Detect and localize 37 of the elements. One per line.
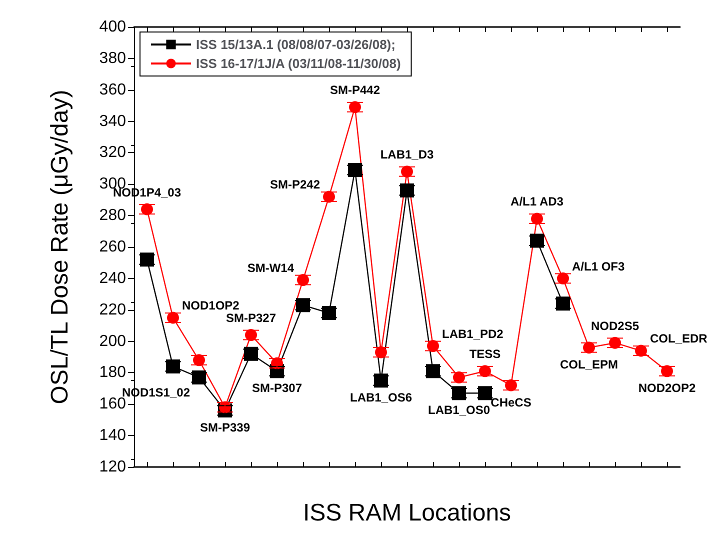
y-tick-label: 140: [99, 427, 126, 444]
annotation: SM-P327: [226, 311, 276, 325]
y-tick-label: 400: [99, 18, 126, 36]
annotation: LAB1_D3: [380, 148, 434, 162]
y-tick-label: 360: [99, 81, 126, 98]
legend-label: ISS 16-17/1J/A (03/11/08-11/30/08): [196, 56, 401, 71]
x-axis-title: ISS RAM Locations: [302, 500, 512, 526]
y-tick-label: 240: [99, 270, 126, 287]
annotation: A/L1 OF3: [572, 259, 625, 274]
annotation: SM-P242: [270, 178, 320, 192]
y-tick-label: 380: [99, 50, 126, 67]
y-tick-label: 200: [99, 332, 126, 350]
annotation: NOD2S5: [590, 318, 640, 333]
annotation: SM-P442: [330, 83, 380, 98]
annotation: TESS: [469, 347, 501, 362]
y-tick-label: 180: [99, 364, 126, 382]
annotation: LAB1_OS0: [428, 403, 490, 418]
y-axis-title: OSL/TL Dose Rate (μGy/day): [46, 90, 74, 404]
y-tick-label: 340: [99, 112, 126, 130]
annotation: A/L1 AD3: [510, 194, 564, 209]
annotation: LAB1_PD2: [442, 327, 504, 341]
annotation: COL_EDR: [650, 332, 708, 346]
annotation: SM-W14: [247, 261, 294, 275]
y-tick-label: 120: [99, 458, 126, 476]
annotation: COL_EPM: [560, 358, 618, 372]
y-tick-label: 320: [99, 144, 126, 162]
y-tick-label: 160: [99, 396, 126, 413]
y-tick-label: 220: [99, 301, 126, 318]
legend-label: ISS 15/13A.1 (08/08/07-03/26/08);: [196, 37, 396, 52]
annotation: SM-P339: [200, 420, 250, 434]
annotation: SM-P307: [252, 381, 302, 396]
annotation: NOD2OP2: [638, 381, 696, 396]
annotation: NOD1OP2: [182, 298, 240, 313]
annotation: LAB1_OS6: [350, 390, 412, 405]
y-tick-label: 260: [99, 238, 126, 256]
y-tick-label: 280: [99, 207, 126, 224]
annotation: CHeCS: [490, 395, 532, 410]
